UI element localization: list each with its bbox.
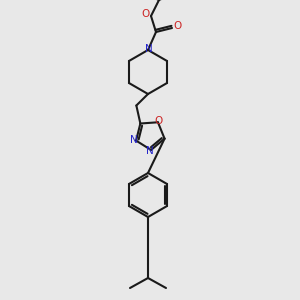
Text: O: O bbox=[174, 21, 182, 31]
Text: O: O bbox=[155, 116, 163, 126]
Text: N: N bbox=[145, 44, 153, 54]
Text: O: O bbox=[141, 9, 149, 19]
Text: N: N bbox=[130, 135, 138, 145]
Text: N: N bbox=[146, 146, 154, 156]
